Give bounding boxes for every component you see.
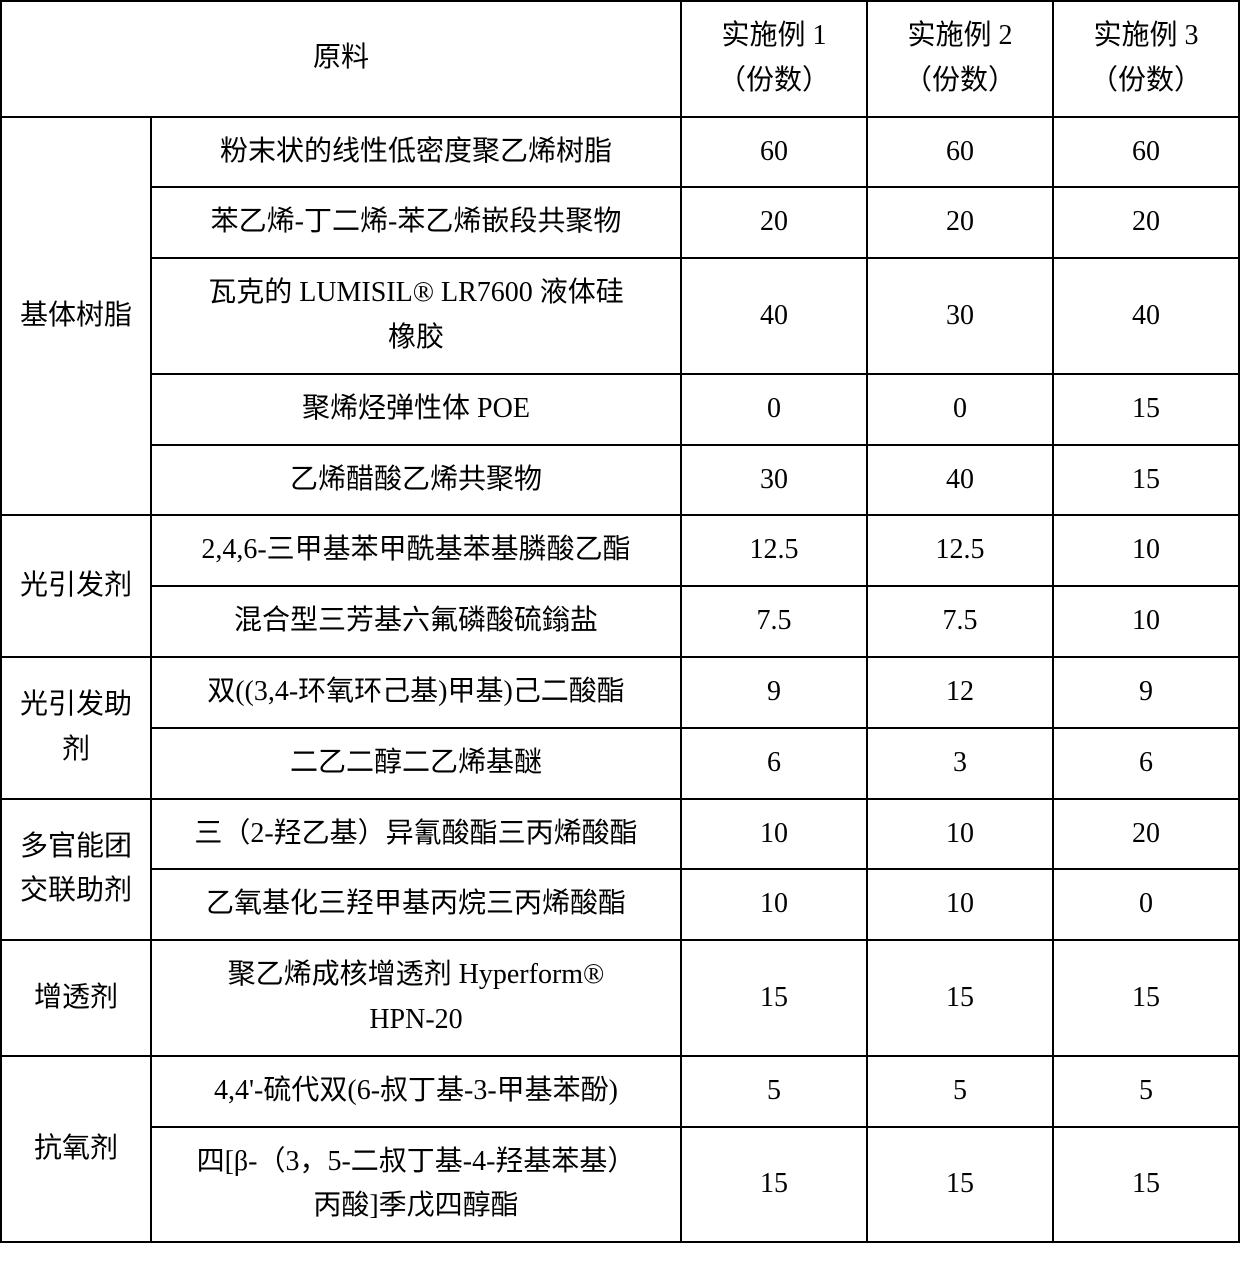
value-cell: 5	[681, 1056, 867, 1127]
material-name: 粉末状的线性低密度聚乙烯树脂	[151, 117, 681, 188]
header-ex3-l2: （份数）	[1090, 65, 1202, 96]
material-name-l2: HPN-20	[369, 1004, 462, 1035]
header-ex1-l2: （份数）	[718, 65, 830, 96]
table-row: 基体树脂 粉末状的线性低密度聚乙烯树脂 60 60 60	[1, 117, 1239, 188]
value-cell: 6	[1053, 728, 1239, 799]
value-cell: 12.5	[867, 515, 1053, 586]
value-cell: 7.5	[867, 586, 1053, 657]
material-name: 混合型三芳基六氟磷酸硫鎓盐	[151, 586, 681, 657]
material-name: 苯乙烯-丁二烯-苯乙烯嵌段共聚物	[151, 187, 681, 258]
category-l1: 光引发助	[20, 689, 132, 720]
table-row: 光引发助剂 双((3,4-环氧环己基)甲基)己二酸酯 9 12 9	[1, 657, 1239, 728]
value-cell: 10	[1053, 586, 1239, 657]
header-ex3-l1: 实施例 3	[1093, 20, 1198, 51]
value-cell: 9	[1053, 657, 1239, 728]
value-cell: 20	[867, 187, 1053, 258]
value-cell: 15	[1053, 1127, 1239, 1243]
category-antioxidant: 抗氧剂	[1, 1056, 151, 1242]
category-photoinitiator: 光引发剂	[1, 515, 151, 657]
value-cell: 10	[1053, 515, 1239, 586]
value-cell: 15	[1053, 374, 1239, 445]
table-row: 聚烯烃弹性体 POE 0 0 15	[1, 374, 1239, 445]
value-cell: 10	[867, 869, 1053, 940]
table-row: 光引发剂 2,4,6-三甲基苯甲酰基苯基膦酸乙酯 12.5 12.5 10	[1, 515, 1239, 586]
value-cell: 9	[681, 657, 867, 728]
category-photoinitiator-aux: 光引发助剂	[1, 657, 151, 799]
category-clarifier: 增透剂	[1, 940, 151, 1056]
value-cell: 40	[1053, 258, 1239, 374]
value-cell: 15	[867, 940, 1053, 1056]
value-cell: 10	[681, 869, 867, 940]
value-cell: 3	[867, 728, 1053, 799]
header-ex3: 实施例 3 （份数）	[1053, 1, 1239, 117]
material-name: 乙氧基化三羟甲基丙烷三丙烯酸酯	[151, 869, 681, 940]
value-cell: 60	[867, 117, 1053, 188]
material-name: 二乙二醇二乙烯基醚	[151, 728, 681, 799]
material-name: 瓦克的 LUMISIL® LR7600 液体硅橡胶	[151, 258, 681, 374]
header-row: 原料 实施例 1 （份数） 实施例 2 （份数） 实施例 3 （份数）	[1, 1, 1239, 117]
value-cell: 5	[867, 1056, 1053, 1127]
value-cell: 30	[681, 445, 867, 516]
value-cell: 0	[681, 374, 867, 445]
header-ex2: 实施例 2 （份数）	[867, 1, 1053, 117]
value-cell: 40	[867, 445, 1053, 516]
table-row: 乙烯醋酸乙烯共聚物 30 40 15	[1, 445, 1239, 516]
material-name: 四[β-（3，5-二叔丁基-4-羟基苯基） 丙酸]季戊四醇酯	[151, 1127, 681, 1243]
material-name-l1: 瓦克的 LUMISIL® LR7600 液体硅	[208, 277, 624, 308]
material-name-l2: 丙酸]季戊四醇酯	[313, 1190, 518, 1221]
value-cell: 12.5	[681, 515, 867, 586]
materials-table: 原料 实施例 1 （份数） 实施例 2 （份数） 实施例 3 （份数） 基体树脂 粉末…	[0, 0, 1240, 1243]
value-cell: 15	[867, 1127, 1053, 1243]
material-name-l1: 四[β-（3，5-二叔丁基-4-羟基苯基）	[197, 1146, 636, 1177]
table-row: 四[β-（3，5-二叔丁基-4-羟基苯基） 丙酸]季戊四醇酯 15 15 15	[1, 1127, 1239, 1243]
value-cell: 6	[681, 728, 867, 799]
table-row: 抗氧剂 4,4'-硫代双(6-叔丁基-3-甲基苯酚) 5 5 5	[1, 1056, 1239, 1127]
material-name-l2: 橡胶	[388, 322, 444, 353]
material-name: 双((3,4-环氧环己基)甲基)己二酸酯	[151, 657, 681, 728]
material-name: 聚烯烃弹性体 POE	[151, 374, 681, 445]
table-row: 苯乙烯-丁二烯-苯乙烯嵌段共聚物 20 20 20	[1, 187, 1239, 258]
value-cell: 15	[1053, 940, 1239, 1056]
material-name: 2,4,6-三甲基苯甲酰基苯基膦酸乙酯	[151, 515, 681, 586]
table-row: 增透剂 聚乙烯成核增透剂 Hyperform® HPN-20 15 15 15	[1, 940, 1239, 1056]
material-name: 三（2-羟乙基）异氰酸酯三丙烯酸酯	[151, 799, 681, 870]
category-l2: 交联助剂	[20, 875, 132, 906]
header-ex2-l1: 实施例 2	[907, 20, 1012, 51]
material-name-l1: 聚乙烯成核增透剂 Hyperform®	[228, 959, 605, 990]
value-cell: 0	[867, 374, 1053, 445]
category-base-resin: 基体树脂	[1, 117, 151, 516]
value-cell: 40	[681, 258, 867, 374]
category-l2: 剂	[62, 734, 90, 765]
value-cell: 20	[681, 187, 867, 258]
header-ex1-l1: 实施例 1	[721, 20, 826, 51]
table-row: 二乙二醇二乙烯基醚 6 3 6	[1, 728, 1239, 799]
table-row: 瓦克的 LUMISIL® LR7600 液体硅橡胶 40 30 40	[1, 258, 1239, 374]
header-ex1: 实施例 1 （份数）	[681, 1, 867, 117]
category-crosslink-aux: 多官能团交联助剂	[1, 799, 151, 941]
material-name: 聚乙烯成核增透剂 Hyperform® HPN-20	[151, 940, 681, 1056]
value-cell: 20	[1053, 799, 1239, 870]
header-ex2-l2: （份数）	[904, 65, 1016, 96]
value-cell: 15	[681, 1127, 867, 1243]
value-cell: 60	[1053, 117, 1239, 188]
value-cell: 10	[681, 799, 867, 870]
table-row: 混合型三芳基六氟磷酸硫鎓盐 7.5 7.5 10	[1, 586, 1239, 657]
header-material: 原料	[1, 1, 681, 117]
value-cell: 30	[867, 258, 1053, 374]
value-cell: 12	[867, 657, 1053, 728]
value-cell: 5	[1053, 1056, 1239, 1127]
table-row: 乙氧基化三羟甲基丙烷三丙烯酸酯 10 10 0	[1, 869, 1239, 940]
value-cell: 60	[681, 117, 867, 188]
category-l1: 多官能团	[20, 831, 132, 862]
table-row: 多官能团交联助剂 三（2-羟乙基）异氰酸酯三丙烯酸酯 10 10 20	[1, 799, 1239, 870]
material-name: 乙烯醋酸乙烯共聚物	[151, 445, 681, 516]
value-cell: 0	[1053, 869, 1239, 940]
value-cell: 15	[681, 940, 867, 1056]
value-cell: 7.5	[681, 586, 867, 657]
value-cell: 10	[867, 799, 1053, 870]
value-cell: 20	[1053, 187, 1239, 258]
value-cell: 15	[1053, 445, 1239, 516]
material-name: 4,4'-硫代双(6-叔丁基-3-甲基苯酚)	[151, 1056, 681, 1127]
